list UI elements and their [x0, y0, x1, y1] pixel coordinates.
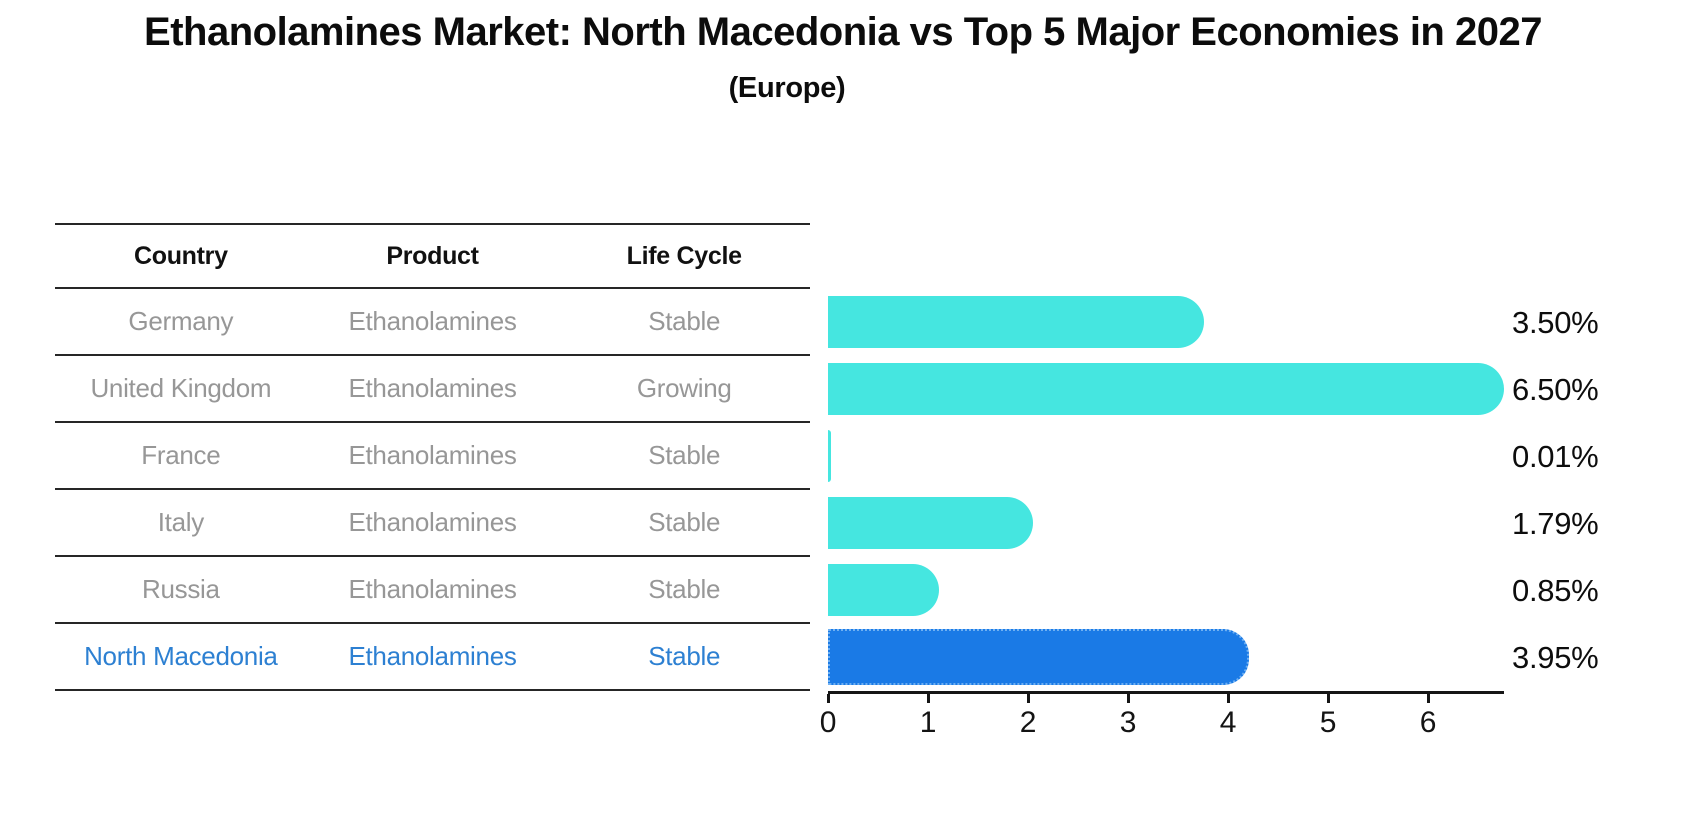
table-body: Germany Ethanolamines Stable United King… — [55, 289, 810, 691]
cell-life-cycle: Stable — [648, 440, 721, 470]
bar-row — [828, 356, 1508, 423]
cell-life-cycle: Stable — [648, 574, 721, 604]
table-row: North Macedonia Ethanolamines Stable — [55, 624, 810, 691]
bar-row — [828, 423, 1508, 490]
x-axis-tick-label: 0 — [819, 706, 837, 739]
table-row: Russia Ethanolamines Stable — [55, 557, 810, 624]
cell-country: Russia — [141, 574, 220, 604]
cell-life-cycle: Stable — [648, 507, 721, 537]
cell-country: United Kingdom — [90, 373, 272, 403]
x-axis-tick — [1327, 694, 1330, 703]
value-label: 3.50% — [1512, 304, 1599, 340]
value-label: 0.01% — [1512, 438, 1599, 474]
header-cell-country: Country — [133, 241, 228, 270]
cell-life-cycle: Stable — [648, 306, 721, 336]
bar-row — [828, 624, 1508, 691]
table-row: France Ethanolamines Stable — [55, 423, 810, 490]
header-cell-product: Product — [386, 241, 479, 270]
bar-italy — [828, 497, 1033, 549]
bar-germany — [828, 296, 1204, 348]
x-axis-line — [828, 691, 1504, 694]
bar-chart-plot: 0 1 2 3 4 5 6 — [820, 223, 1508, 763]
header-cell-life-cycle: Life Cycle — [626, 241, 742, 270]
table-row: Italy Ethanolamines Stable — [55, 490, 810, 557]
value-label: 1.79% — [1512, 505, 1599, 541]
chart-title: Ethanolamines Market: North Macedonia vs… — [144, 10, 1542, 54]
bar-row — [828, 490, 1508, 557]
cell-country: France — [141, 440, 221, 470]
bar-russia — [828, 564, 939, 616]
x-axis-tick-label: 2 — [1019, 706, 1037, 739]
x-axis-tick — [1027, 694, 1030, 703]
x-axis-tick — [1127, 694, 1130, 703]
cell-product: Ethanolamines — [348, 373, 517, 403]
cell-country: North Macedonia — [84, 641, 278, 671]
x-axis-tick — [1427, 694, 1430, 703]
value-label: 0.85% — [1512, 572, 1599, 608]
cell-country: Italy — [157, 507, 204, 537]
cell-life-cycle: Stable — [648, 641, 721, 671]
x-axis-tick-label: 3 — [1119, 706, 1137, 739]
x-axis-tick — [1227, 694, 1230, 703]
bar-north-macedonia — [828, 629, 1249, 685]
cell-product: Ethanolamines — [348, 574, 517, 604]
x-axis-tick — [927, 694, 930, 703]
chart-subtitle: (Europe) — [728, 72, 846, 104]
summary-table: Country Product Life Cycle Germany Ethan… — [55, 223, 810, 691]
x-axis-tick-label: 1 — [919, 706, 937, 739]
bar-row — [828, 289, 1508, 356]
cell-product: Ethanolamines — [348, 507, 517, 537]
table-row: United Kingdom Ethanolamines Growing — [55, 356, 810, 423]
bar-france — [828, 430, 831, 482]
x-axis-tick — [827, 694, 830, 703]
x-axis-tick-label: 6 — [1419, 706, 1437, 739]
value-label: 6.50% — [1512, 371, 1599, 407]
bar-row — [828, 557, 1508, 624]
bar-united-kingdom — [828, 363, 1504, 415]
x-axis-tick-label: 5 — [1319, 706, 1337, 739]
table-header-row: Country Product Life Cycle — [55, 223, 810, 289]
value-label: 3.95% — [1512, 639, 1599, 675]
x-axis-tick-label: 4 — [1219, 706, 1237, 739]
table-row: Germany Ethanolamines Stable — [55, 289, 810, 356]
cell-life-cycle: Growing — [636, 373, 732, 403]
cell-country: Germany — [128, 306, 234, 336]
cell-product: Ethanolamines — [348, 440, 517, 470]
cell-product: Ethanolamines — [348, 306, 517, 336]
cell-product: Ethanolamines — [348, 641, 517, 671]
